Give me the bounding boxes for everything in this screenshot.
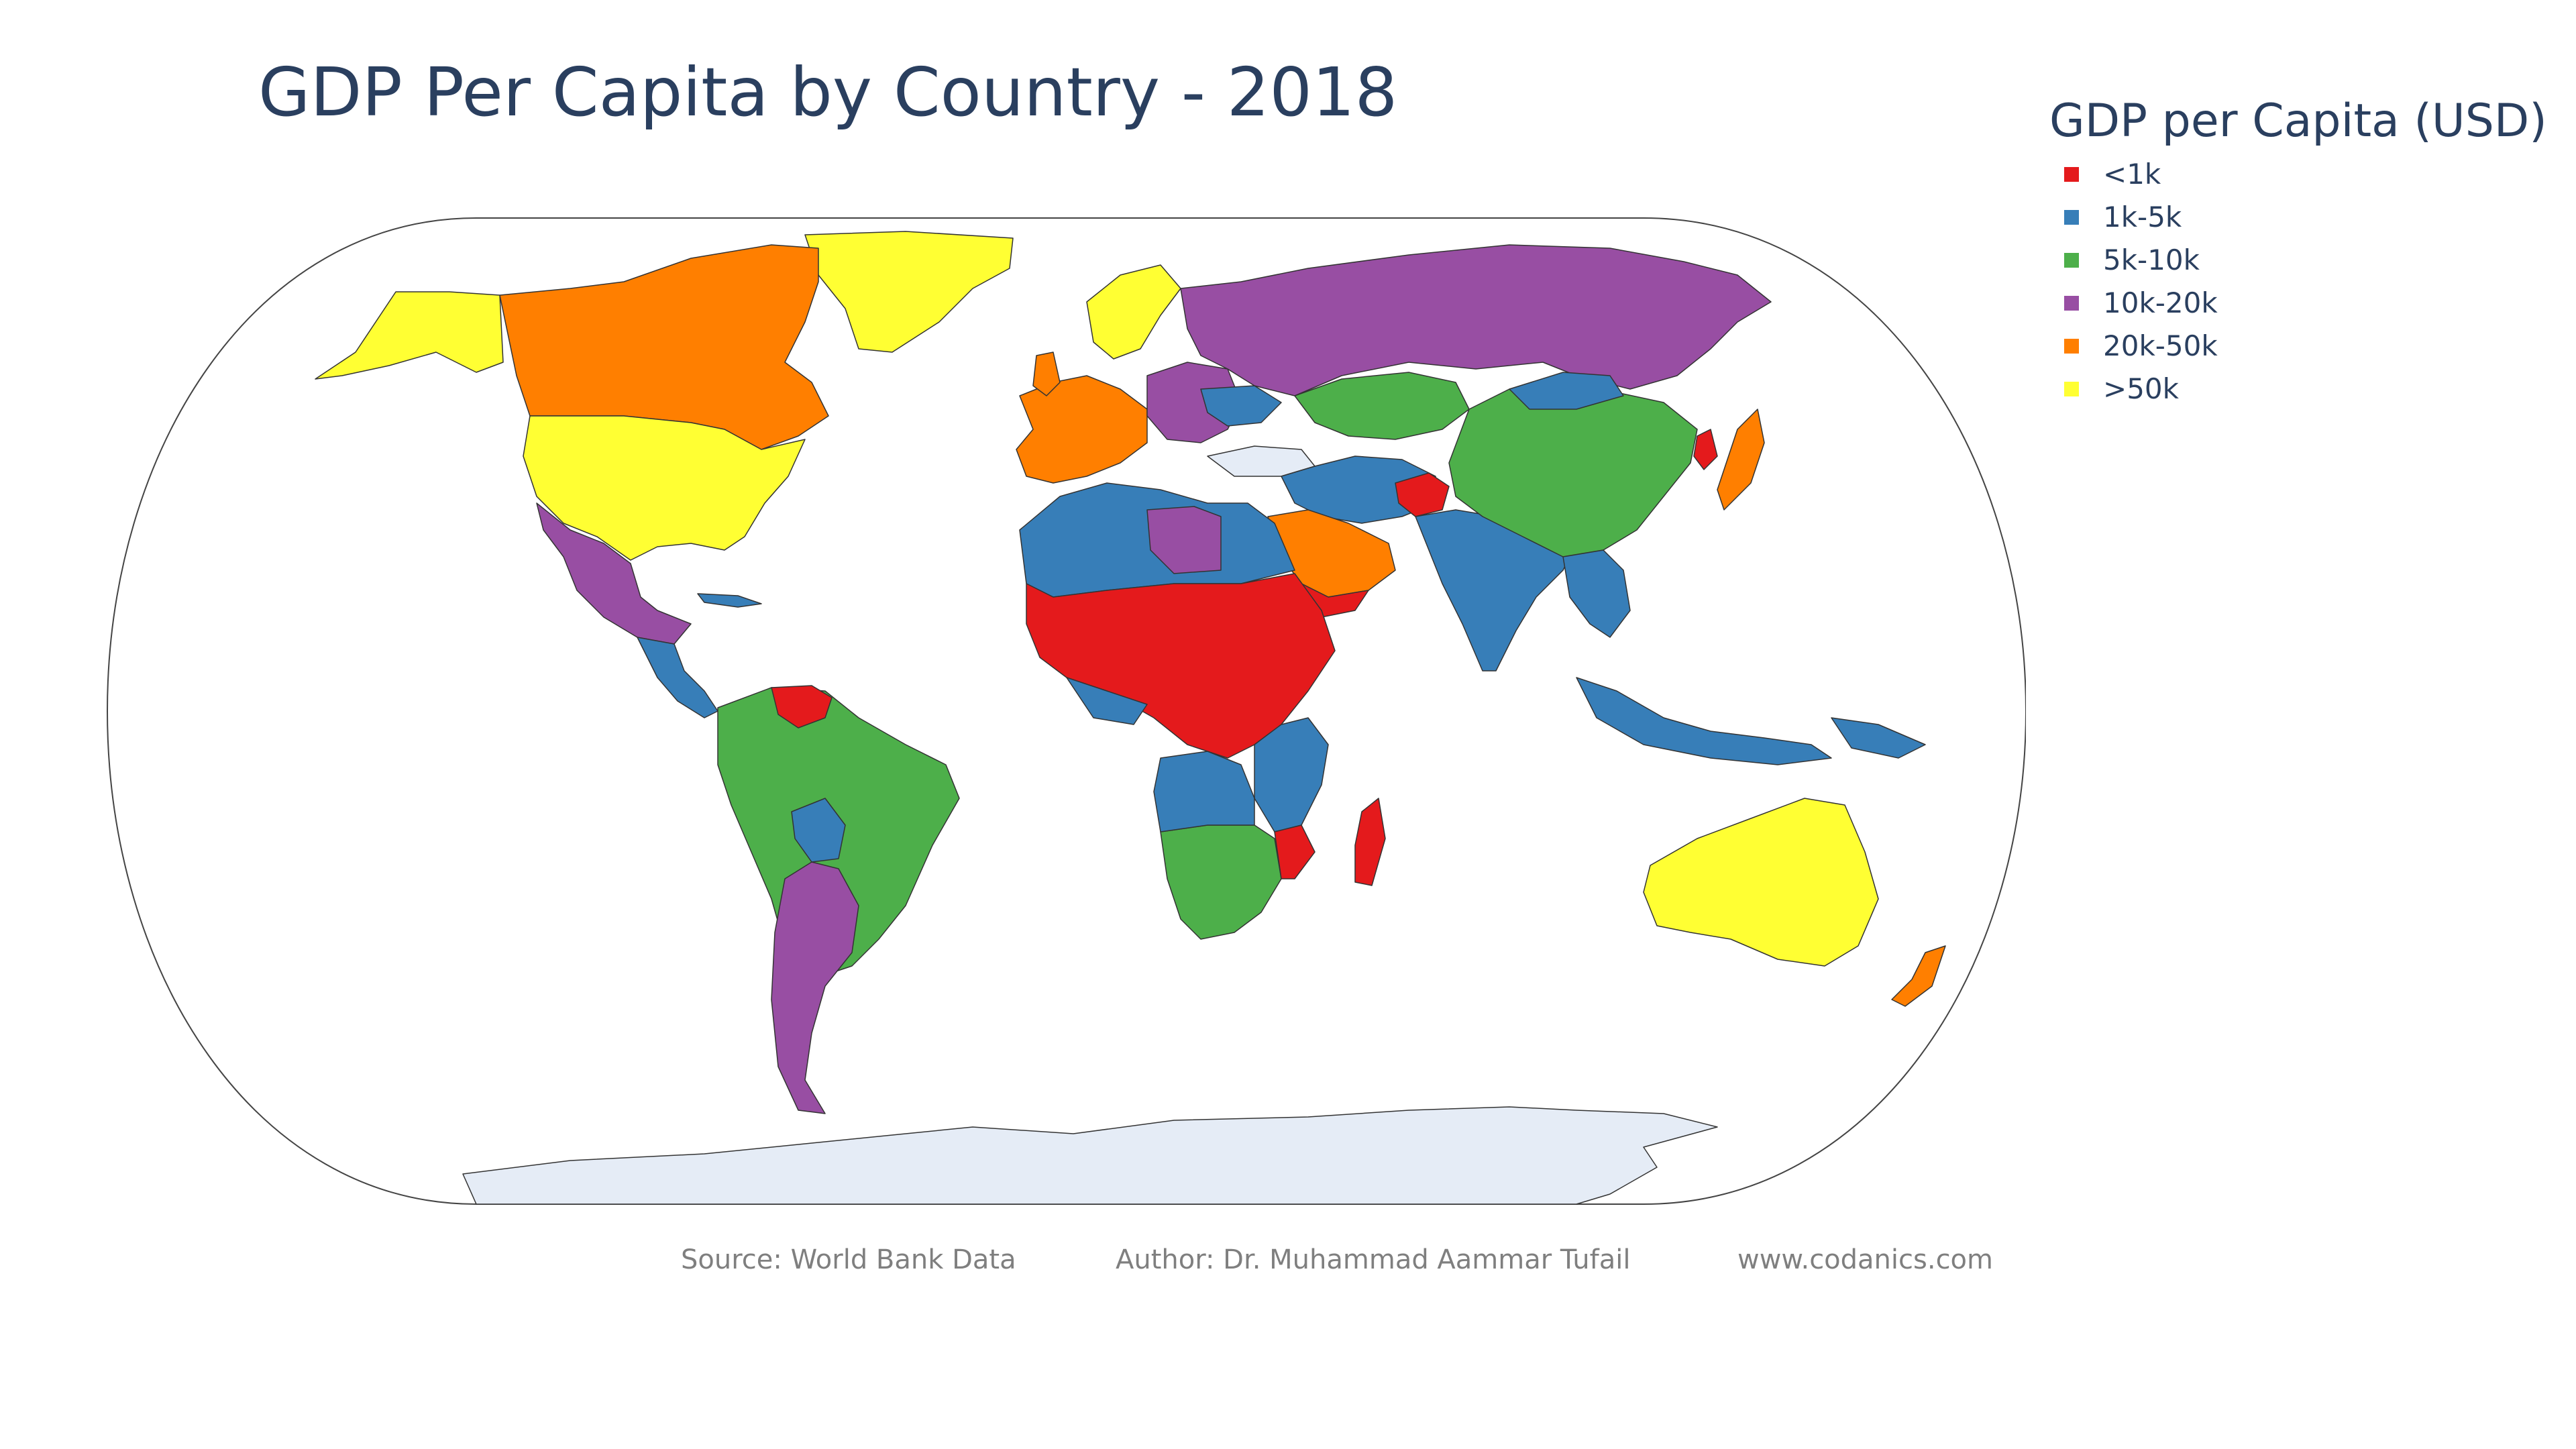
legend-item[interactable]: 1k-5k bbox=[2049, 196, 2547, 239]
region-bolivia[interactable] bbox=[791, 798, 846, 863]
region-russia[interactable] bbox=[1180, 244, 1772, 396]
legend-label: 1k-5k bbox=[2103, 201, 2182, 234]
legend-swatch bbox=[2064, 295, 2079, 311]
region-southeast-asia[interactable] bbox=[1562, 549, 1631, 638]
legend-item[interactable]: 20k-50k bbox=[2049, 325, 2547, 368]
legend-item[interactable]: 10k-20k bbox=[2049, 282, 2547, 325]
region-mozambique[interactable] bbox=[1274, 824, 1316, 879]
legend-item[interactable]: 5k-10k bbox=[2049, 239, 2547, 282]
legend-swatch bbox=[2064, 209, 2079, 225]
legend-item[interactable]: <1k bbox=[2049, 153, 2547, 196]
legend-label: 5k-10k bbox=[2103, 244, 2200, 277]
source-text: Source: World Bank Data bbox=[681, 1244, 1016, 1275]
region-east-africa[interactable] bbox=[1254, 717, 1329, 833]
legend-label: >50k bbox=[2103, 372, 2179, 406]
region-australia[interactable] bbox=[1643, 798, 1879, 967]
region-korea[interactable] bbox=[1693, 429, 1718, 470]
region-venezuela[interactable] bbox=[771, 685, 833, 729]
legend: GDP per Capita (USD) <1k 1k-5k 5k-10k 10… bbox=[2049, 94, 2547, 411]
website-link[interactable]: www.codanics.com bbox=[1737, 1244, 1993, 1275]
region-madagascar[interactable] bbox=[1354, 798, 1386, 886]
region-libya[interactable] bbox=[1146, 506, 1222, 574]
region-western-europe[interactable] bbox=[1016, 375, 1148, 484]
region-afghanistan[interactable] bbox=[1395, 472, 1450, 517]
region-eastern-europe[interactable] bbox=[1146, 362, 1242, 443]
region-antarctica[interactable] bbox=[462, 1106, 1718, 1205]
region-new-guinea[interactable] bbox=[1831, 717, 1926, 759]
chart-title: GDP Per Capita by Country - 2018 bbox=[258, 53, 1398, 131]
region-indonesia[interactable] bbox=[1576, 677, 1832, 765]
legend-swatch bbox=[2064, 166, 2079, 182]
region-alaska[interactable] bbox=[315, 291, 504, 380]
legend-item[interactable]: >50k bbox=[2049, 368, 2547, 411]
region-caribbean[interactable] bbox=[697, 593, 762, 608]
region-scandinavia[interactable] bbox=[1086, 264, 1181, 360]
region-angola[interactable] bbox=[1153, 751, 1255, 833]
region-southern-cone[interactable] bbox=[771, 861, 859, 1114]
region-mongolia[interactable] bbox=[1509, 372, 1624, 410]
region-west-africa-coast[interactable] bbox=[1066, 677, 1148, 725]
region-mexico[interactable] bbox=[536, 502, 692, 645]
world-map-svg[interactable] bbox=[101, 208, 2026, 1214]
legend-swatch bbox=[2064, 252, 2079, 268]
region-uk[interactable] bbox=[1032, 352, 1061, 396]
legend-swatch bbox=[2064, 381, 2079, 396]
legend-label: 20k-50k bbox=[2103, 329, 2218, 363]
legend-label: <1k bbox=[2103, 158, 2161, 191]
region-new-zealand[interactable] bbox=[1891, 945, 1946, 1007]
author-text: Author: Dr. Muhammad Aammar Tufail bbox=[1116, 1244, 1631, 1275]
region-usa[interactable] bbox=[523, 415, 806, 561]
world-map[interactable] bbox=[101, 208, 2026, 1214]
region-japan[interactable] bbox=[1717, 409, 1765, 511]
region-central-asia[interactable] bbox=[1294, 372, 1470, 440]
legend-title: GDP per Capita (USD) bbox=[2049, 95, 2547, 148]
legend-swatch bbox=[2064, 338, 2079, 354]
legend-label: 10k-20k bbox=[2103, 286, 2218, 320]
region-greenland[interactable] bbox=[804, 231, 1014, 353]
globe-outline bbox=[106, 217, 2026, 1205]
